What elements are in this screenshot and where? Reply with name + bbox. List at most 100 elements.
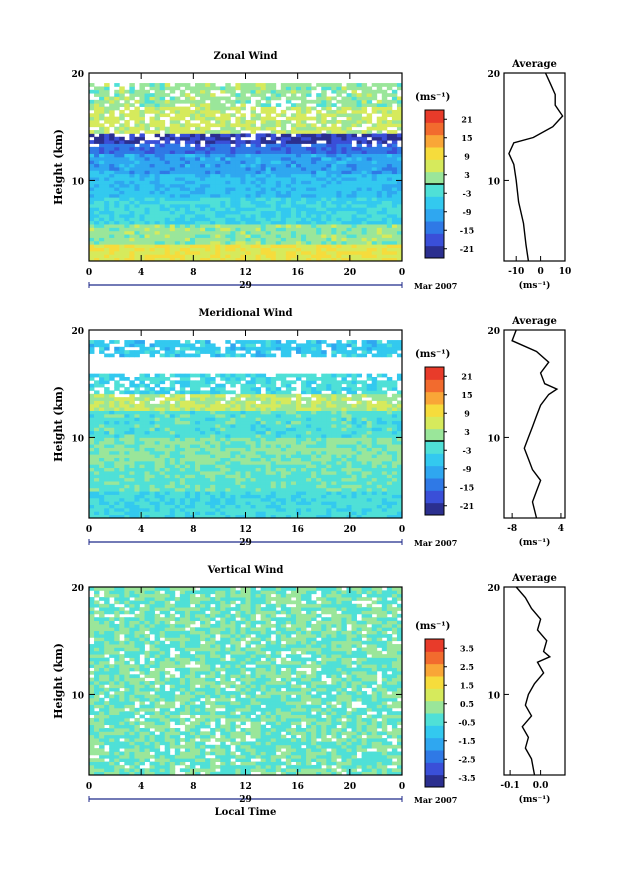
heatmap-cell (129, 497, 135, 502)
heatmap-cell (270, 116, 277, 121)
heatmap-cell (215, 197, 221, 201)
heatmap-cell (311, 491, 317, 495)
heatmap-cell (220, 504, 226, 509)
heatmap-cell (326, 440, 332, 445)
heatmap-cell (164, 227, 171, 232)
heatmap-cell (220, 460, 226, 465)
heatmap-cell (290, 89, 297, 94)
heatmap-cell (270, 420, 277, 425)
heatmap-cell (356, 247, 363, 252)
heatmap-cell (306, 424, 312, 428)
heatmap-cell (361, 203, 368, 208)
heatmap-cell (376, 481, 383, 485)
heatmap-cell (149, 123, 156, 128)
heatmap-cell (230, 193, 236, 198)
heatmap-cell (396, 99, 403, 104)
heatmap-cell (366, 214, 373, 218)
heatmap-cell (306, 501, 312, 505)
heatmap-cell (270, 120, 277, 124)
heatmap-cell (265, 207, 272, 212)
heatmap-cell (386, 507, 393, 512)
heatmap-cell (104, 83, 110, 87)
heatmap-cell (316, 200, 322, 205)
heatmap-cell (99, 440, 105, 445)
heatmap-cell (154, 163, 161, 168)
heatmap-cell (164, 163, 171, 168)
heatmap-cell (174, 156, 181, 161)
heatmap-cell (280, 167, 287, 171)
heatmap-cell (316, 163, 322, 168)
heatmap-cell (311, 214, 317, 218)
heatmap-cell (326, 217, 332, 222)
heatmap-cell (295, 477, 302, 482)
heatmap-cell (346, 136, 352, 141)
heatmap-cell (306, 474, 312, 479)
heatmap-cell (205, 413, 211, 418)
heatmap-cell (240, 457, 246, 462)
heatmap-cell (386, 457, 393, 462)
heatmap-cell (225, 86, 231, 91)
heatmap-cell (200, 471, 206, 475)
heatmap-cell (200, 237, 206, 242)
heatmap-cell (230, 501, 236, 505)
heatmap-cell (124, 156, 130, 161)
heatmap-cell (386, 220, 393, 225)
heatmap-cell (154, 440, 161, 445)
heatmap-cell (321, 207, 327, 212)
heatmap-cell (119, 491, 125, 495)
heatmap-cell (99, 214, 105, 218)
heatmap-cell (189, 514, 196, 519)
heatmap-cell (205, 86, 211, 91)
heatmap-cell (139, 89, 145, 94)
heatmap-cell (114, 424, 120, 428)
heatmap-cell (265, 467, 272, 472)
heatmap-cell (240, 120, 246, 124)
heatmap-cell (220, 247, 226, 252)
heatmap-cell (295, 420, 302, 425)
heatmap-cell (396, 96, 403, 101)
heatmap-cell (280, 200, 287, 205)
heatmap-cell (270, 217, 277, 222)
heatmap-cell (169, 109, 176, 114)
heatmap-cell (89, 224, 95, 228)
heatmap-cell (326, 224, 332, 228)
heatmap-cell (285, 153, 292, 158)
heatmap-cell (235, 96, 241, 101)
heatmap-cell (119, 220, 125, 225)
heatmap-cell (396, 460, 403, 465)
heatmap-cell (164, 156, 171, 161)
heatmap-cell (321, 143, 327, 148)
heatmap-cell (189, 481, 196, 485)
heatmap-cell (189, 116, 196, 121)
heatmap-cell (139, 481, 145, 485)
heatmap-cell (139, 234, 145, 238)
heatmap-cell (311, 471, 317, 475)
heatmap-cell (391, 190, 398, 195)
heatmap-cell (184, 143, 191, 148)
heatmap-cell (316, 136, 322, 141)
heatmap-cell (104, 237, 110, 242)
heatmap-cell (245, 89, 251, 94)
heatmap-cell (144, 424, 150, 428)
heatmap-cell (169, 237, 176, 242)
heatmap-cell (99, 173, 105, 178)
heatmap-cell (230, 200, 236, 205)
heatmap-cell (235, 417, 241, 422)
heatmap-cell (391, 504, 398, 509)
heatmap-cell (336, 454, 342, 458)
heatmap-cell (301, 224, 307, 228)
heatmap-cell (285, 193, 292, 198)
heatmap-cell (230, 123, 236, 128)
heatmap-cell (346, 150, 352, 154)
heatmap-cell (361, 146, 368, 151)
heatmap-cell (321, 257, 327, 262)
heatmap-cell (255, 220, 262, 225)
heatmap-cell (250, 413, 256, 418)
heatmap-cell (104, 106, 110, 111)
heatmap-cell (215, 220, 221, 225)
heatmap-cell (184, 217, 191, 222)
heatmap-cell (280, 514, 287, 519)
heatmap-cell (99, 193, 105, 198)
